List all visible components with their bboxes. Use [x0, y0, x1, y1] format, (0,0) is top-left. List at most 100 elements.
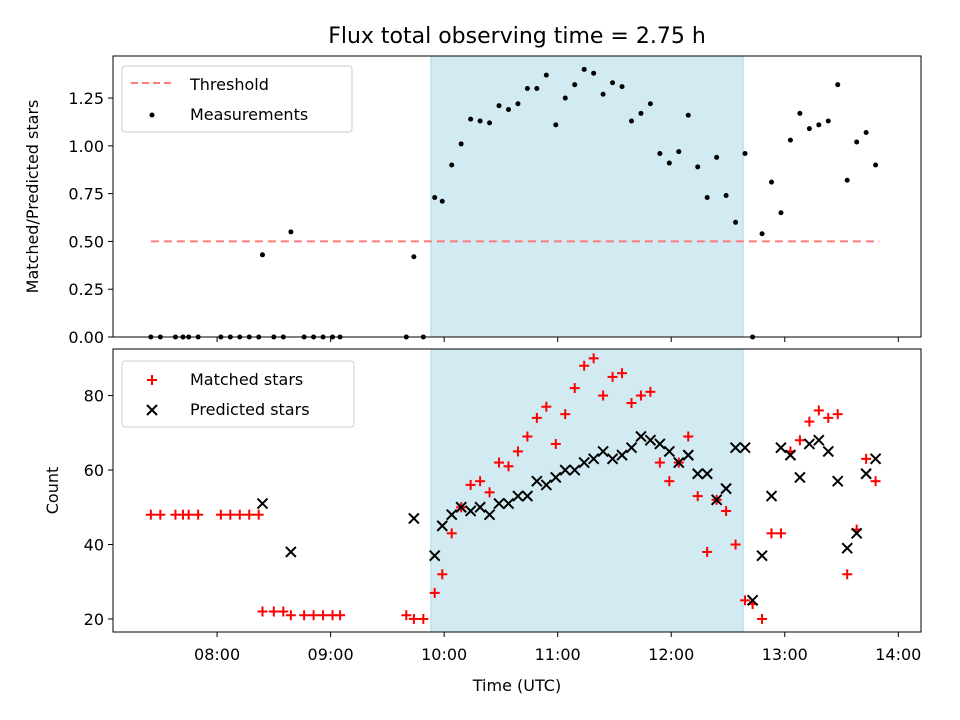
- predicted-star-point-b: [813, 434, 825, 446]
- predicted-star-point-b: [550, 471, 562, 484]
- predicted-star-point-b: [682, 449, 694, 461]
- measurement-point: [676, 149, 682, 155]
- measurement-point: [591, 70, 597, 76]
- predicted-star-point-b: [746, 594, 759, 607]
- predicted-star-point: [729, 441, 742, 454]
- predicted-star-point-b: [446, 508, 458, 521]
- matched-star-point: [861, 453, 872, 464]
- predicted-star-point-b: [483, 508, 496, 521]
- top-ytick-label: 1.25: [68, 89, 104, 108]
- predicted-star-point: [756, 549, 768, 562]
- predicted-star-point: [775, 441, 787, 454]
- measurement-point: [411, 254, 417, 260]
- matched-star-point: [804, 416, 815, 427]
- measurement-point: [844, 177, 850, 183]
- predicted-star-point: [616, 449, 628, 461]
- predicted-star-point: [803, 438, 816, 450]
- matched-star-point: [560, 409, 571, 420]
- bottom-xtick-label: 14:00: [875, 645, 921, 664]
- matched-star-point: [234, 509, 245, 520]
- predicted-star-point-b: [739, 441, 751, 454]
- predicted-star-point: [720, 482, 732, 495]
- predicted-star-point-b: [756, 549, 768, 562]
- top-plot-ylabel: Matched/Predicted stars: [23, 100, 42, 294]
- predicted-star-point-b: [663, 445, 676, 458]
- matched-star-point: [730, 539, 741, 550]
- measurement-point: [759, 231, 765, 237]
- predicted-star-point-b: [408, 512, 420, 525]
- measurement-point: [449, 162, 455, 168]
- matched-star-point: [794, 435, 805, 446]
- matched-star-point: [702, 546, 713, 557]
- matched-star-point: [193, 509, 204, 520]
- matched-star-point: [484, 487, 495, 498]
- predicted-star-point-b: [436, 520, 448, 532]
- predicted-star-point-b: [784, 449, 797, 461]
- predicted-star-point: [784, 449, 797, 461]
- legend-matched-swatch: [147, 375, 157, 385]
- matched-star-point: [465, 479, 476, 490]
- bottom-plot-frame: [112, 348, 922, 633]
- matched-star-point: [692, 491, 703, 502]
- matched-star-point: [832, 409, 843, 420]
- matched-star-point: [299, 610, 310, 621]
- predicted-star-point-b: [822, 445, 834, 458]
- matched-star-point: [569, 383, 580, 394]
- bottom-plot-xlabel: Time (UTC): [472, 676, 561, 695]
- predicted-star-point: [692, 468, 704, 480]
- predicted-star-point: [644, 434, 657, 446]
- predicted-star-point-b: [464, 505, 477, 517]
- measurement-point: [873, 162, 879, 168]
- matched-stars-series: [145, 353, 881, 624]
- measurement-point: [628, 118, 634, 124]
- top-ytick-label: 1.00: [68, 137, 104, 156]
- measurement-point: [477, 118, 483, 124]
- matched-star-point: [446, 528, 457, 539]
- measurement-point: [806, 126, 812, 132]
- bottom-ytick-label: 20: [84, 610, 104, 629]
- predicted-star-point-b: [673, 456, 685, 469]
- predicted-star-point-b: [765, 490, 778, 502]
- matched-star-point: [664, 476, 675, 487]
- matched-star-point: [494, 457, 505, 468]
- matched-star-point: [401, 610, 412, 621]
- bottom-plot: 08:00 09:00 10:00 11:00 12:00 13:00 14:00 20 40 6…: [43, 348, 922, 695]
- matched-star-point: [418, 613, 429, 624]
- matched-star-point: [268, 606, 279, 617]
- legend-matched-label: Matched stars: [190, 370, 303, 389]
- predicted-star-point: [587, 453, 600, 465]
- predicted-star-point-b: [606, 453, 619, 465]
- bottom-ytick-label: 60: [84, 461, 104, 480]
- legend-threshold-label: Threshold: [189, 75, 269, 94]
- predicted-star-point-b: [841, 542, 853, 554]
- bottom-xtick-label: 13:00: [762, 645, 808, 664]
- bottom-ytick-label: 40: [84, 535, 104, 554]
- matched-star-point: [813, 405, 824, 416]
- measurement-point: [787, 137, 793, 143]
- predicted-star-point: [464, 505, 477, 517]
- measurement-point: [572, 82, 578, 88]
- measurement-point: [704, 194, 710, 200]
- matched-star-point: [626, 397, 637, 408]
- predicted-star-point: [606, 453, 619, 465]
- predicted-star-point-b: [597, 445, 609, 458]
- predicted-star-point: [436, 520, 448, 532]
- measurement-point: [733, 219, 739, 225]
- matched-star-point: [318, 610, 329, 621]
- predicted-stars-series: [256, 430, 882, 607]
- matched-star-point: [155, 509, 166, 520]
- predicted-star-point: [841, 542, 853, 554]
- matched-star-point: [550, 438, 561, 449]
- matched-star-point: [429, 587, 440, 598]
- predicted-star-point: [493, 497, 505, 510]
- matched-star-point: [475, 476, 486, 487]
- predicted-star-point-b: [502, 497, 515, 510]
- bottom-plot-highlight-span: [430, 348, 744, 633]
- predicted-star-point: [822, 445, 834, 458]
- top-ytick-label: 0.75: [68, 185, 104, 204]
- measurement-point: [657, 150, 663, 156]
- predicted-star-point: [625, 441, 638, 454]
- bottom-xtick-label: 09:00: [308, 645, 354, 664]
- matched-star-point: [766, 528, 777, 539]
- predicted-star-point: [531, 475, 543, 487]
